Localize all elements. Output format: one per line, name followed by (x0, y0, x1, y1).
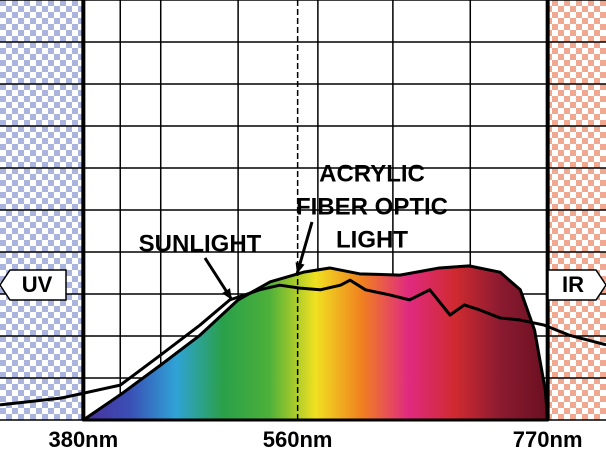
arrow-head (222, 288, 232, 300)
x-tick-label: 380nm (48, 427, 118, 452)
region-label: UV (22, 272, 53, 297)
series-label: ACRYLIC (319, 160, 425, 187)
arrow-head (295, 262, 305, 274)
series-label: FIBER OPTIC (296, 193, 448, 220)
sunlight-line (0, 278, 606, 407)
x-tick-label: 560nm (263, 427, 333, 452)
x-tick-label: 770nm (513, 427, 583, 452)
region-label-box (547, 269, 606, 301)
series-label: SUNLIGHT (139, 230, 262, 257)
series-label: LIGHT (336, 226, 408, 253)
spectrum-area (81, 264, 550, 422)
region-label-box (0, 269, 67, 301)
region-label: IR (562, 272, 584, 297)
